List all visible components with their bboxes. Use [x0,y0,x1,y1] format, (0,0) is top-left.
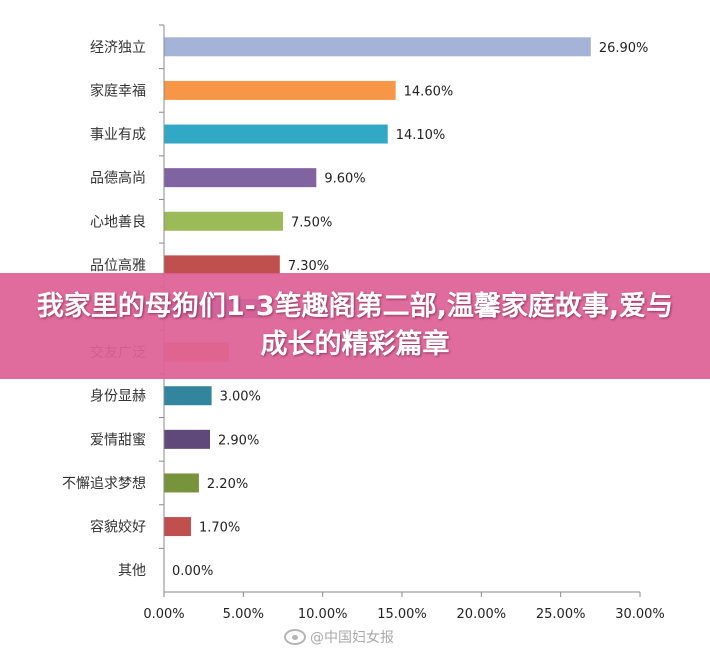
data-label: 7.50% [291,215,332,230]
data-label: 0.00% [172,564,213,579]
x-tick-label: 5.00% [223,607,264,622]
category-label: 经济独立 [90,40,146,56]
category-label: 家庭幸福 [90,82,146,99]
data-label: 2.90% [218,433,259,448]
category-label: 品德高尚 [90,170,146,187]
bar [164,80,396,100]
title-banner: 我家里的母狗们1-3笔趣阁第二部,温馨家庭故事,爱与成长的精彩篇章 [0,273,710,379]
data-label: 7.30% [288,259,329,274]
bar [164,473,199,493]
category-label: 心地善良 [90,214,146,230]
bar [164,429,211,449]
category-label: 其他 [118,563,146,579]
watermark-text: @中国妇女报 [310,630,394,646]
x-tick-label: 15.00% [377,607,427,622]
data-label: 14.10% [396,128,446,143]
x-tick-label: 0.00% [143,607,184,622]
bar [164,211,283,231]
data-label: 26.90% [599,41,649,56]
bar [164,517,191,537]
category-label: 事业有成 [90,127,146,143]
bar [164,255,280,275]
category-label: 不懈追求梦想 [62,475,146,492]
category-label: 爱情甜蜜 [90,432,146,448]
bar [164,37,591,57]
data-label: 1.70% [199,521,240,536]
weibo-icon [284,629,306,645]
data-label: 9.60% [324,172,365,187]
category-label: 容貌姣好 [90,519,146,536]
category-label: 品位高雅 [90,257,146,274]
axis-tick-marks [159,24,641,597]
banner-title: 我家里的母狗们1-3笔趣阁第二部,温馨家庭故事,爱与成长的精彩篇章 [36,291,674,360]
bar [164,168,317,188]
x-tick-label: 10.00% [298,607,348,622]
data-label: 2.20% [207,477,248,492]
data-label: 3.00% [220,390,261,405]
x-tick-label: 30.00% [615,607,665,622]
bar [164,124,388,144]
watermark: @中国妇女报 [284,627,394,647]
data-label: 14.60% [404,84,454,99]
category-label: 身份显赫 [90,389,146,405]
x-tick-label: 20.00% [457,607,507,622]
bar [164,386,212,406]
x-tick-label: 25.00% [536,607,586,622]
